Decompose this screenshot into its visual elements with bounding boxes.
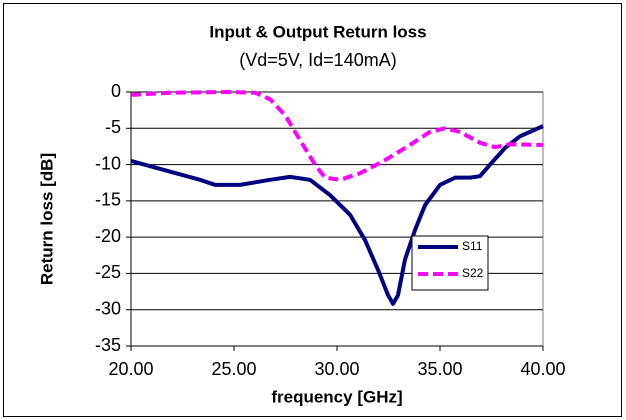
data-line <box>130 124 544 306</box>
x-axis-label: frequency [GHz] <box>271 387 402 406</box>
x-tick-label: 40.00 <box>520 359 565 379</box>
y-tick-label: -5 <box>105 117 121 137</box>
plot-area <box>130 91 544 347</box>
x-tick-label: 30.00 <box>314 359 359 379</box>
y-tick-label: -25 <box>95 262 121 282</box>
y-tick-label: -20 <box>95 226 121 246</box>
chart-subtitle: (Vd=5V, Id=140mA) <box>239 50 396 70</box>
x-tick-label: 35.00 <box>417 359 462 379</box>
y-tick-label: -30 <box>95 298 121 318</box>
data-line <box>130 90 544 182</box>
y-tick-label: 0 <box>111 81 121 101</box>
legend-label: S11 <box>462 239 483 253</box>
x-tick-label: 25.00 <box>211 359 256 379</box>
y-tick-label: -10 <box>95 153 121 173</box>
legend-label: S22 <box>462 266 484 280</box>
y-axis-label: Return loss [dB] <box>37 153 56 285</box>
y-tick-label: -15 <box>95 190 121 210</box>
x-tick-label: 20.00 <box>108 359 153 379</box>
chart-title: Input & Output Return loss <box>209 22 426 41</box>
y-tick-label: -35 <box>95 335 121 355</box>
